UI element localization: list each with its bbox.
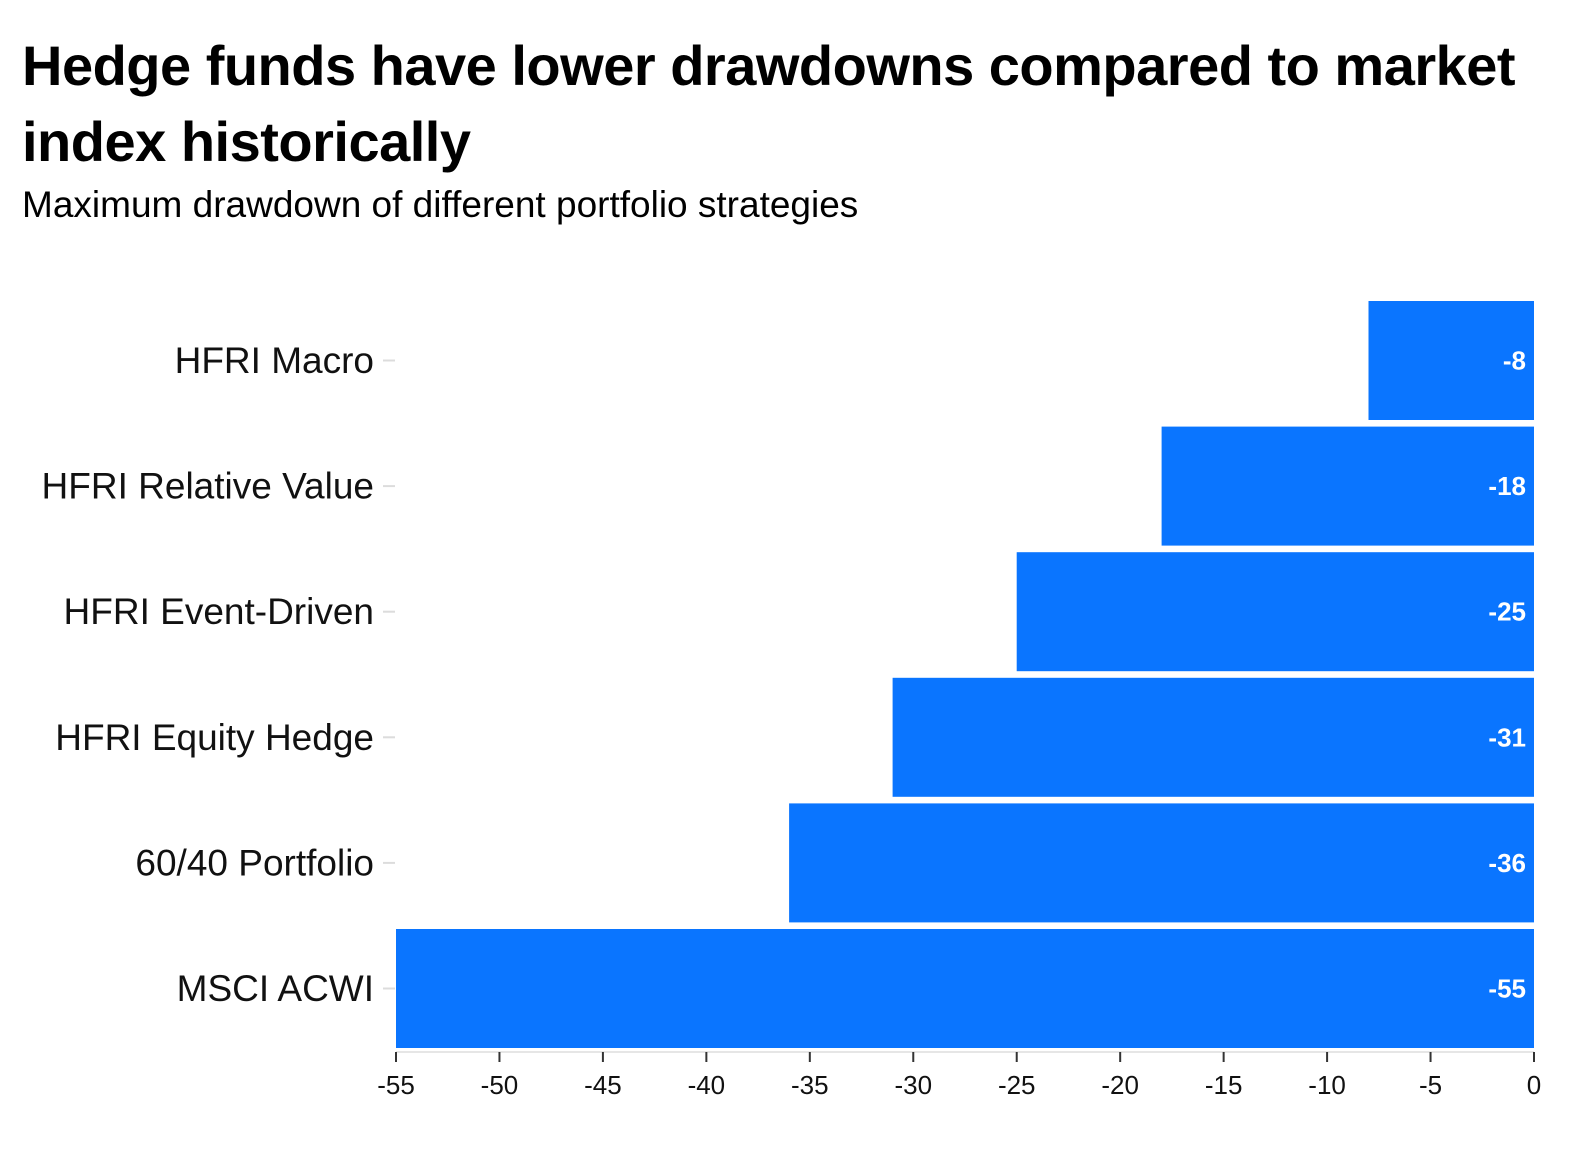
bar-msci-acwi: [396, 929, 1534, 1048]
value-label-hfri-event-driven: -25: [1488, 597, 1526, 627]
category-labels: HFRI Macro HFRI Relative Value HFRI Event-…: [42, 340, 395, 1009]
bar-hfri-event-driven: [1016, 552, 1534, 672]
x-tick-label: -20: [1101, 1070, 1139, 1100]
bar-hfri-equity-hedge: [892, 677, 1534, 797]
x-tick-label: -25: [998, 1070, 1036, 1100]
x-tick-label: 0: [1527, 1070, 1541, 1100]
bars-layer: -8 -18 -25 -31 -36 -55: [396, 301, 1534, 1048]
value-label-60-40-portfolio: -36: [1488, 848, 1526, 878]
value-label-hfri-relative-value: -18: [1488, 471, 1526, 501]
bar-60-40-portfolio: [789, 803, 1534, 923]
category-label-60-40-portfolio: 60/40 Portfolio: [135, 842, 374, 883]
category-label-hfri-event-driven: HFRI Event-Driven: [64, 591, 374, 632]
x-tick-label: -35: [791, 1070, 829, 1100]
bar-hfri-macro: [1368, 301, 1534, 420]
chart-title: Hedge funds have lower drawdowns compare…: [22, 34, 1516, 173]
x-tick-label: -5: [1419, 1070, 1442, 1100]
category-label-hfri-macro: HFRI Macro: [175, 340, 374, 381]
x-tick-label: -45: [584, 1070, 622, 1100]
x-tick-label: -55: [377, 1070, 415, 1100]
category-label-hfri-relative-value: HFRI Relative Value: [42, 466, 374, 507]
x-tick-label: -50: [481, 1070, 519, 1100]
value-label-hfri-equity-hedge: -31: [1488, 722, 1526, 752]
x-tick-label: -30: [894, 1070, 932, 1100]
x-tick-label: -15: [1205, 1070, 1243, 1100]
x-tick-label: -40: [688, 1070, 726, 1100]
value-label-hfri-macro: -8: [1503, 346, 1526, 376]
x-tick-label: -10: [1308, 1070, 1346, 1100]
bar-hfri-relative-value: [1161, 426, 1534, 546]
chart-subtitle: Maximum drawdown of different portfolio …: [22, 184, 859, 225]
value-label-msci-acwi: -55: [1488, 974, 1526, 1004]
category-label-msci-acwi: MSCI ACWI: [177, 968, 374, 1009]
category-label-hfri-equity-hedge: HFRI Equity Hedge: [55, 717, 374, 758]
x-axis: -55 -50 -45 -40 -35 -30 -25 -20 -15 -10 -5 0: [377, 1051, 1541, 1100]
